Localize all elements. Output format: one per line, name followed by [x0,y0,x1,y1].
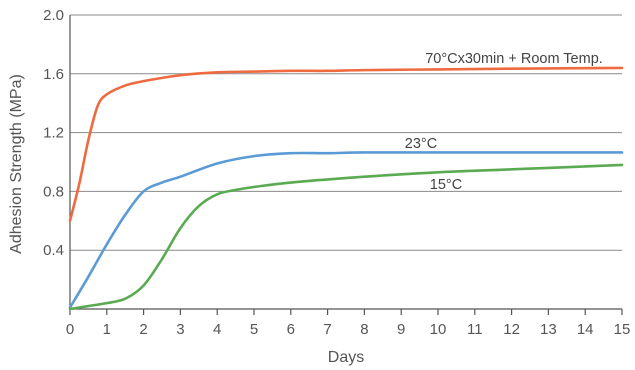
series-label-3: 15°C [430,177,462,193]
x-tick-label: 5 [250,321,258,338]
series-labels: 70°Cx30min + Room Temp. 23°C 15°C [405,51,603,193]
series-label-2: 23°C [405,136,437,152]
x-tick-label: 2 [139,321,147,338]
x-tick-label: 15 [614,321,631,338]
x-tick-label: 12 [503,321,520,338]
y-tick-label: 1.2 [43,125,64,142]
y-tick-label: 2.0 [43,7,64,24]
y-tick-label: 1.6 [43,66,64,83]
grid-lines [70,14,622,251]
x-tick-label: 1 [103,321,111,338]
y-tick-label: 0.8 [43,183,64,200]
series-line-1 [68,66,624,223]
x-tick-label: 3 [176,321,184,338]
x-axis-title: Days [328,349,364,366]
x-tick-label: 8 [360,321,368,338]
series-lines [68,66,624,311]
x-tick-label: 9 [397,321,405,338]
x-tick-label: 6 [287,321,295,338]
y-axis-title: Adhesion Strength (MPa) [8,74,25,254]
series-line-2 [68,151,624,309]
x-tick-label: 14 [577,321,594,338]
x-tick-label: 7 [323,321,331,338]
x-tick-label: 11 [467,321,483,338]
x-tick-label: 0 [66,321,74,338]
tick-labels: 0.40.81.21.62.00 1 2 3 4 5 6 7 8 9 10 11 12 13 14 15 [43,7,630,338]
axes [69,15,623,315]
y-tick-label: 0.4 [43,242,64,259]
x-tick-label: 10 [430,321,447,338]
x-tick-label: 4 [213,321,221,338]
series-label-1: 70°Cx30min + Room Temp. [425,51,603,67]
x-tick-label: 13 [540,321,557,338]
series-line-3 [68,163,624,311]
